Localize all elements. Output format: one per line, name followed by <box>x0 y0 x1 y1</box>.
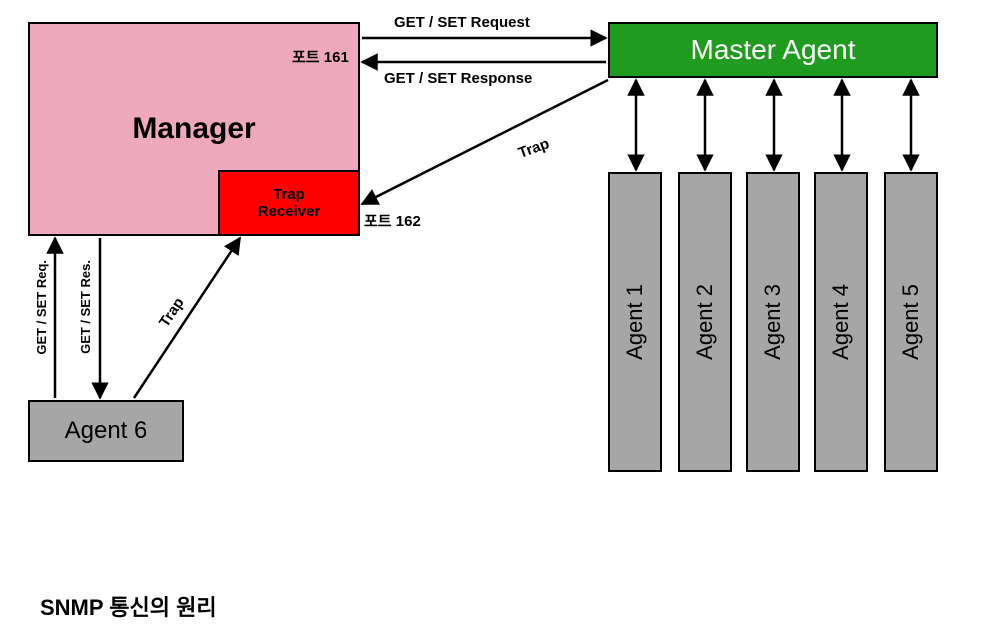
trap-receiver-label: Trap Receiver <box>258 186 321 220</box>
agent-label-3: Agent 3 <box>760 284 786 360</box>
diagram-canvas: Manager Trap Receiver Master Agent Agent… <box>0 0 991 644</box>
manager-label: Manager <box>132 112 255 146</box>
agent-label-4: Agent 4 <box>828 284 854 360</box>
trap-receiver-box: Trap Receiver <box>218 170 360 236</box>
agent-label-1: Agent 1 <box>622 284 648 360</box>
get-set-request-label: GET / SET Request <box>394 14 530 31</box>
trap-agent6-label: Trap <box>156 295 188 331</box>
get-set-req-vertical-label: GET / SET Req. <box>34 260 49 355</box>
master-agent-label: Master Agent <box>691 34 856 66</box>
agent-box-2: Agent 2 <box>678 172 732 472</box>
arrow-2 <box>362 80 608 204</box>
agent-box-3: Agent 3 <box>746 172 800 472</box>
agent-box-5: Agent 5 <box>884 172 938 472</box>
agent-label-2: Agent 2 <box>692 284 718 360</box>
agent-box-1: Agent 1 <box>608 172 662 472</box>
trap-master-label: Trap <box>516 135 552 162</box>
agent6-label: Agent 6 <box>65 417 148 445</box>
arrow-10 <box>134 238 240 398</box>
port-161-label: 포트 161 <box>292 46 349 67</box>
port-162-label: 포트 162 <box>364 210 421 231</box>
agent-box-4: Agent 4 <box>814 172 868 472</box>
diagram-title: SNMP 통신의 원리 <box>40 590 217 622</box>
agent6-box: Agent 6 <box>28 400 184 462</box>
agent-label-5: Agent 5 <box>898 284 924 360</box>
get-set-res-vertical-label: GET / SET Res. <box>78 260 93 354</box>
master-agent-box: Master Agent <box>608 22 938 78</box>
get-set-response-label: GET / SET Response <box>384 70 532 87</box>
